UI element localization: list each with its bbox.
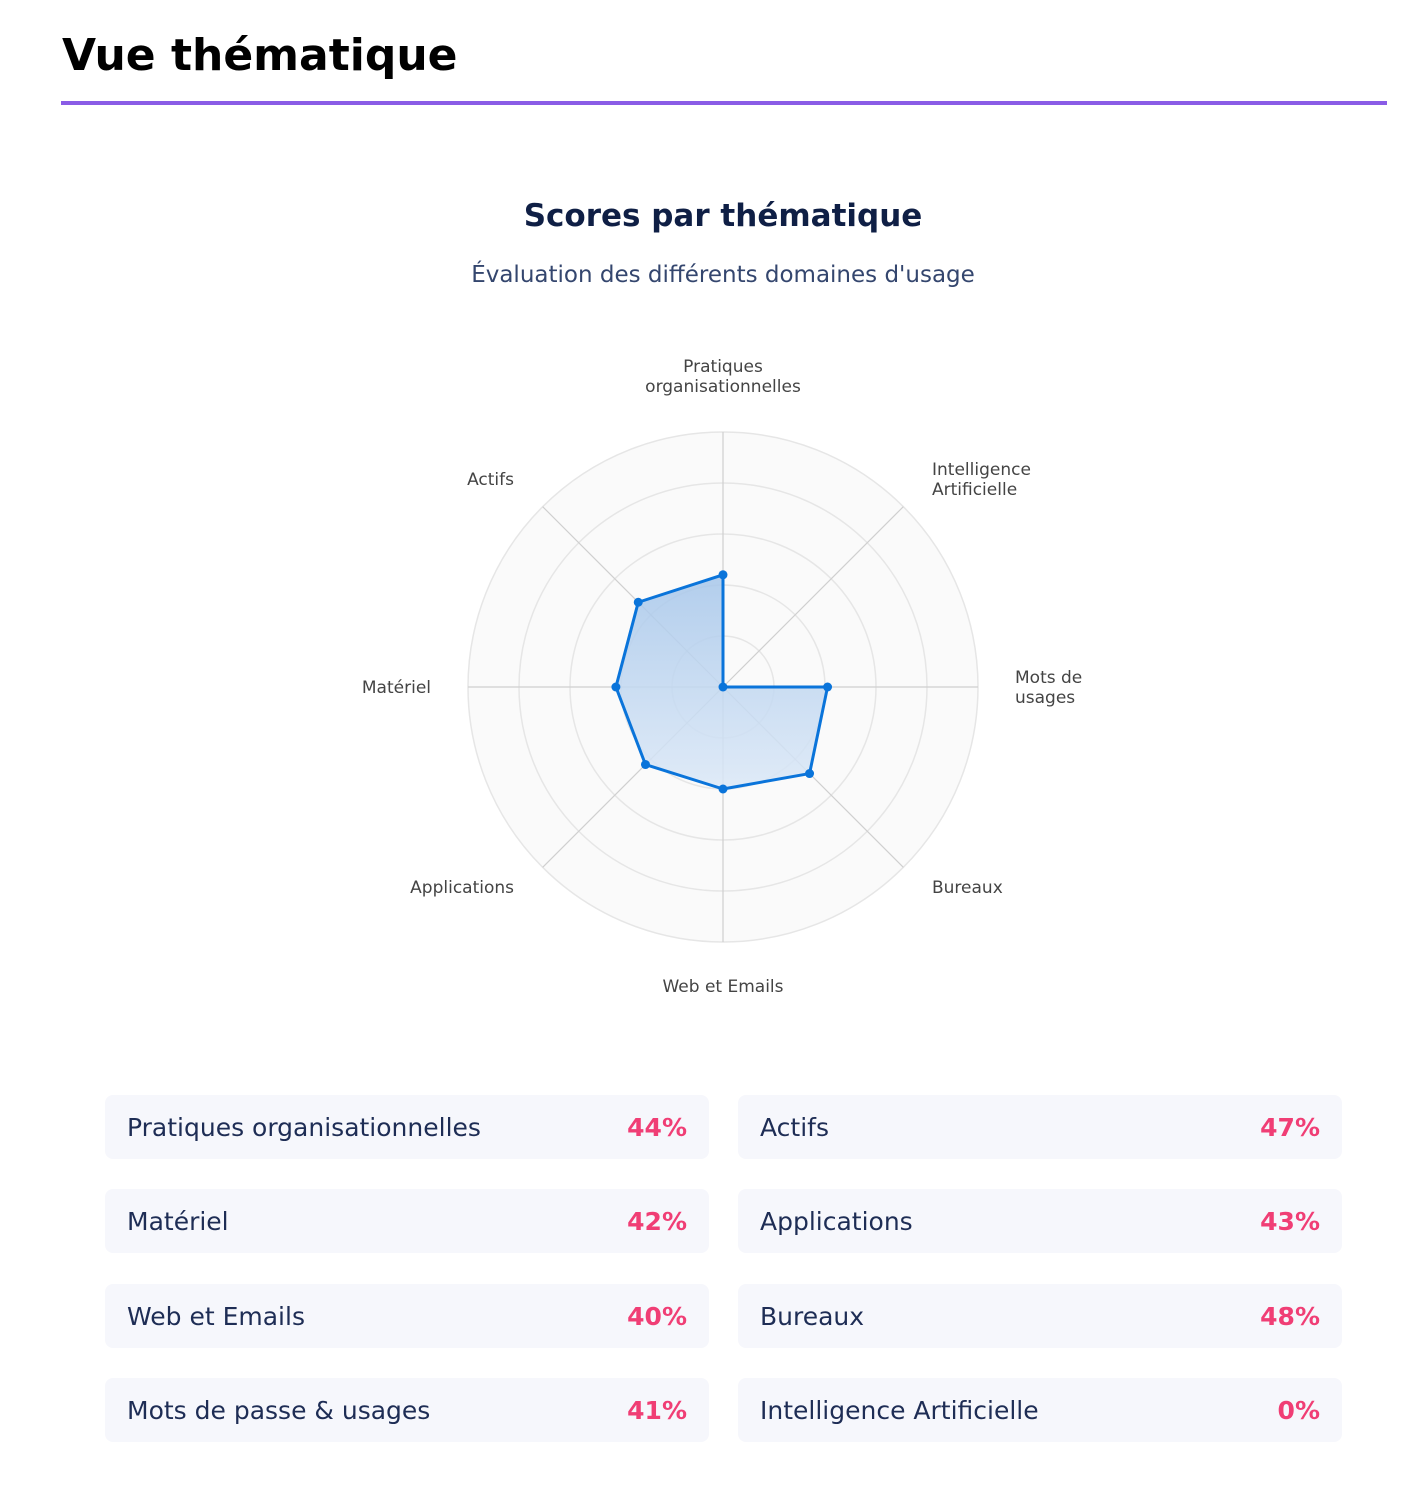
page-title: Vue thématique — [62, 30, 458, 81]
score-value: 42% — [627, 1206, 687, 1236]
radar-spoke — [722, 506, 904, 688]
radar-axis-label: Mots de passe & — [1015, 668, 1088, 688]
radar-point[interactable] — [633, 597, 643, 607]
radar-point[interactable] — [718, 784, 728, 794]
radar-point[interactable] — [640, 760, 650, 770]
radar-point[interactable] — [718, 682, 728, 692]
radar-axis-label: Bureaux — [932, 878, 1003, 898]
score-value: 41% — [627, 1395, 687, 1425]
radar-axis-label: organisationnelles — [645, 377, 801, 397]
score-card: Mots de passe & usages 41% — [105, 1378, 709, 1442]
score-card: Bureaux 48% — [738, 1284, 1342, 1348]
score-card: Intelligence Artificielle 0% — [738, 1378, 1342, 1442]
radar-axis-label: usages — [1015, 688, 1075, 708]
score-value: 40% — [627, 1301, 687, 1331]
score-card: Actifs 47% — [738, 1095, 1342, 1159]
score-label: Web et Emails — [127, 1301, 305, 1331]
score-value: 47% — [1260, 1112, 1320, 1142]
radar-axis-label: Web et Emails — [662, 977, 783, 997]
score-card: Web et Emails 40% — [105, 1284, 709, 1348]
radar-axis-label: Applications — [410, 878, 514, 898]
score-label: Bureaux — [760, 1301, 865, 1331]
score-label: Actifs — [760, 1112, 829, 1142]
title-underline — [61, 101, 1387, 105]
radar-axis-label: Matériel — [362, 678, 431, 698]
score-card: Matériel 42% — [105, 1189, 709, 1253]
radar-point[interactable] — [805, 769, 815, 779]
chart-title: Scores par thématique — [523, 198, 923, 234]
radar-axis-label: Artificielle — [932, 480, 1017, 500]
score-card: Pratiques organisationnelles 44% — [105, 1095, 709, 1159]
score-value: 43% — [1260, 1206, 1320, 1236]
score-value: 48% — [1260, 1301, 1320, 1331]
radar-axis-label: Actifs — [467, 470, 514, 490]
score-label: Matériel — [127, 1206, 229, 1236]
score-value: 44% — [627, 1112, 687, 1142]
radar-point[interactable] — [718, 570, 728, 580]
radar-axis-label: Intelligence — [932, 460, 1031, 480]
chart-subtitle: Évaluation des différents domaines d'usa… — [471, 262, 975, 288]
radar-axis-label: Pratiques — [683, 357, 763, 377]
radar-point[interactable] — [611, 682, 621, 692]
score-label: Intelligence Artificielle — [760, 1395, 1039, 1425]
radar-point[interactable] — [823, 682, 833, 692]
score-value: 0% — [1277, 1395, 1320, 1425]
score-card: Applications 43% — [738, 1189, 1342, 1253]
radar-chart: Pratiques organisationnelles Intelligence A… — [360, 340, 1088, 1020]
score-label: Pratiques organisationnelles — [127, 1112, 481, 1142]
score-label: Applications — [760, 1206, 913, 1236]
score-label: Mots de passe & usages — [127, 1395, 431, 1425]
